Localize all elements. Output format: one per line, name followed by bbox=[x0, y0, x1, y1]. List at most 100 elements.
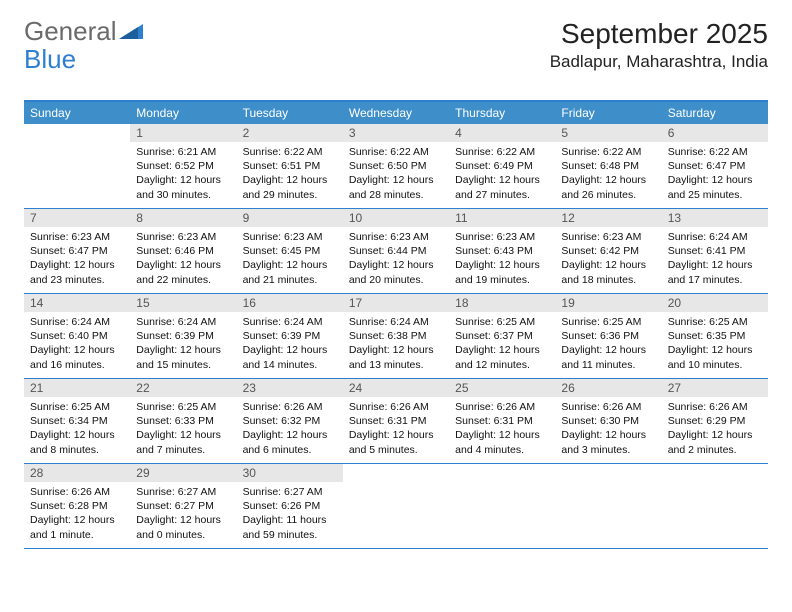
daylight-text: Daylight: 12 hours and 5 minutes. bbox=[349, 428, 443, 456]
sunrise-text: Sunrise: 6:22 AM bbox=[243, 145, 337, 159]
sunset-text: Sunset: 6:46 PM bbox=[136, 244, 230, 258]
day-info: Sunrise: 6:26 AMSunset: 6:32 PMDaylight:… bbox=[237, 397, 343, 463]
day-info: Sunrise: 6:25 AMSunset: 6:34 PMDaylight:… bbox=[24, 397, 130, 463]
sunset-text: Sunset: 6:39 PM bbox=[136, 329, 230, 343]
logo-text-1: General bbox=[24, 18, 117, 44]
daylight-text: Daylight: 12 hours and 4 minutes. bbox=[455, 428, 549, 456]
day-cell: 6Sunrise: 6:22 AMSunset: 6:47 PMDaylight… bbox=[662, 124, 768, 208]
sunset-text: Sunset: 6:36 PM bbox=[561, 329, 655, 343]
sunset-text: Sunset: 6:47 PM bbox=[668, 159, 762, 173]
week-row: 7Sunrise: 6:23 AMSunset: 6:47 PMDaylight… bbox=[24, 209, 768, 294]
day-number: 10 bbox=[343, 209, 449, 227]
day-number: 23 bbox=[237, 379, 343, 397]
day-info: Sunrise: 6:22 AMSunset: 6:47 PMDaylight:… bbox=[662, 142, 768, 208]
sunrise-text: Sunrise: 6:21 AM bbox=[136, 145, 230, 159]
day-info: Sunrise: 6:23 AMSunset: 6:47 PMDaylight:… bbox=[24, 227, 130, 293]
sunrise-text: Sunrise: 6:25 AM bbox=[455, 315, 549, 329]
day-info: Sunrise: 6:23 AMSunset: 6:42 PMDaylight:… bbox=[555, 227, 661, 293]
sunrise-text: Sunrise: 6:26 AM bbox=[243, 400, 337, 414]
sunset-text: Sunset: 6:43 PM bbox=[455, 244, 549, 258]
title-block: September 2025 Badlapur, Maharashtra, In… bbox=[550, 18, 768, 72]
day-cell: 3Sunrise: 6:22 AMSunset: 6:50 PMDaylight… bbox=[343, 124, 449, 208]
day-cell: 16Sunrise: 6:24 AMSunset: 6:39 PMDayligh… bbox=[237, 294, 343, 378]
week-row: 21Sunrise: 6:25 AMSunset: 6:34 PMDayligh… bbox=[24, 379, 768, 464]
day-info: Sunrise: 6:25 AMSunset: 6:36 PMDaylight:… bbox=[555, 312, 661, 378]
daylight-text: Daylight: 12 hours and 3 minutes. bbox=[561, 428, 655, 456]
daylight-text: Daylight: 12 hours and 0 minutes. bbox=[136, 513, 230, 541]
sunrise-text: Sunrise: 6:22 AM bbox=[668, 145, 762, 159]
day-info: Sunrise: 6:24 AMSunset: 6:38 PMDaylight:… bbox=[343, 312, 449, 378]
day-number: 20 bbox=[662, 294, 768, 312]
day-cell bbox=[24, 124, 130, 208]
dow-thursday: Thursday bbox=[449, 102, 555, 124]
day-cell: 25Sunrise: 6:26 AMSunset: 6:31 PMDayligh… bbox=[449, 379, 555, 463]
day-info: Sunrise: 6:25 AMSunset: 6:33 PMDaylight:… bbox=[130, 397, 236, 463]
day-cell: 9Sunrise: 6:23 AMSunset: 6:45 PMDaylight… bbox=[237, 209, 343, 293]
sunrise-text: Sunrise: 6:22 AM bbox=[561, 145, 655, 159]
day-number: 18 bbox=[449, 294, 555, 312]
day-info: Sunrise: 6:23 AMSunset: 6:43 PMDaylight:… bbox=[449, 227, 555, 293]
day-number: 24 bbox=[343, 379, 449, 397]
day-number: 5 bbox=[555, 124, 661, 142]
daylight-text: Daylight: 12 hours and 14 minutes. bbox=[243, 343, 337, 371]
day-cell: 19Sunrise: 6:25 AMSunset: 6:36 PMDayligh… bbox=[555, 294, 661, 378]
sunrise-text: Sunrise: 6:23 AM bbox=[349, 230, 443, 244]
day-info: Sunrise: 6:23 AMSunset: 6:44 PMDaylight:… bbox=[343, 227, 449, 293]
logo-triangle-icon bbox=[119, 18, 145, 44]
day-number: 6 bbox=[662, 124, 768, 142]
day-cell: 24 Sunrise: 6:26 AMSunset: 6:31 PMDayligh… bbox=[343, 379, 449, 463]
day-cell: 8Sunrise: 6:23 AMSunset: 6:46 PMDaylight… bbox=[130, 209, 236, 293]
day-info: Sunrise: 6:25 AMSunset: 6:35 PMDaylight:… bbox=[662, 312, 768, 378]
sunrise-text: Sunrise: 6:24 AM bbox=[243, 315, 337, 329]
sunset-text: Sunset: 6:31 PM bbox=[455, 414, 549, 428]
sunrise-text: Sunrise: 6:22 AM bbox=[349, 145, 443, 159]
sunrise-text: Sunrise: 6:27 AM bbox=[136, 485, 230, 499]
day-number: 17 bbox=[343, 294, 449, 312]
day-info: Sunrise: 6:22 AMSunset: 6:50 PMDaylight:… bbox=[343, 142, 449, 208]
header: General September 2025 Badlapur, Maharas… bbox=[24, 18, 768, 72]
daylight-text: Daylight: 12 hours and 19 minutes. bbox=[455, 258, 549, 286]
day-number: 19 bbox=[555, 294, 661, 312]
day-number: 27 bbox=[662, 379, 768, 397]
day-number: 7 bbox=[24, 209, 130, 227]
sunset-text: Sunset: 6:41 PM bbox=[668, 244, 762, 258]
day-number: 30 bbox=[237, 464, 343, 482]
sunrise-text: Sunrise: 6:27 AM bbox=[243, 485, 337, 499]
sunrise-text: Sunrise: 6:25 AM bbox=[136, 400, 230, 414]
day-number: 2 bbox=[237, 124, 343, 142]
daylight-text: Daylight: 12 hours and 30 minutes. bbox=[136, 173, 230, 201]
day-number: 26 bbox=[555, 379, 661, 397]
day-info: Sunrise: 6:26 AMSunset: 6:31 PMDaylight:… bbox=[449, 397, 555, 463]
day-cell: 30Sunrise: 6:27 AMSunset: 6:26 PMDayligh… bbox=[237, 464, 343, 548]
daylight-text: Daylight: 12 hours and 12 minutes. bbox=[455, 343, 549, 371]
week-row: 1Sunrise: 6:21 AMSunset: 6:52 PMDaylight… bbox=[24, 124, 768, 209]
sunrise-text: Sunrise: 6:23 AM bbox=[455, 230, 549, 244]
day-info: Sunrise: 6:26 AMSunset: 6:28 PMDaylight:… bbox=[24, 482, 130, 548]
logo-text-2: Blue bbox=[24, 44, 76, 75]
day-cell: 1Sunrise: 6:21 AMSunset: 6:52 PMDaylight… bbox=[130, 124, 236, 208]
day-number: 29 bbox=[130, 464, 236, 482]
sunrise-text: Sunrise: 6:24 AM bbox=[668, 230, 762, 244]
week-row: 28Sunrise: 6:26 AMSunset: 6:28 PMDayligh… bbox=[24, 464, 768, 549]
daylight-text: Daylight: 12 hours and 20 minutes. bbox=[349, 258, 443, 286]
day-info: Sunrise: 6:22 AMSunset: 6:51 PMDaylight:… bbox=[237, 142, 343, 208]
sunrise-text: Sunrise: 6:26 AM bbox=[30, 485, 124, 499]
day-number: 15 bbox=[130, 294, 236, 312]
sunset-text: Sunset: 6:33 PM bbox=[136, 414, 230, 428]
day-info: Sunrise: 6:22 AMSunset: 6:48 PMDaylight:… bbox=[555, 142, 661, 208]
sunrise-text: Sunrise: 6:23 AM bbox=[243, 230, 337, 244]
day-cell: 23Sunrise: 6:26 AMSunset: 6:32 PMDayligh… bbox=[237, 379, 343, 463]
day-info: Sunrise: 6:24 AMSunset: 6:39 PMDaylight:… bbox=[237, 312, 343, 378]
sunset-text: Sunset: 6:48 PM bbox=[561, 159, 655, 173]
sunrise-text: Sunrise: 6:26 AM bbox=[349, 400, 443, 414]
sunset-text: Sunset: 6:32 PM bbox=[243, 414, 337, 428]
daylight-text: Daylight: 12 hours and 28 minutes. bbox=[349, 173, 443, 201]
day-cell: 14Sunrise: 6:24 AMSunset: 6:40 PMDayligh… bbox=[24, 294, 130, 378]
daylight-text: Daylight: 11 hours and 59 minutes. bbox=[243, 513, 337, 541]
sunrise-text: Sunrise: 6:26 AM bbox=[561, 400, 655, 414]
daylight-text: Daylight: 12 hours and 26 minutes. bbox=[561, 173, 655, 201]
day-cell: 13Sunrise: 6:24 AMSunset: 6:41 PMDayligh… bbox=[662, 209, 768, 293]
day-info: Sunrise: 6:25 AMSunset: 6:37 PMDaylight:… bbox=[449, 312, 555, 378]
weeks-container: 1Sunrise: 6:21 AMSunset: 6:52 PMDaylight… bbox=[24, 124, 768, 549]
sunset-text: Sunset: 6:31 PM bbox=[349, 414, 443, 428]
